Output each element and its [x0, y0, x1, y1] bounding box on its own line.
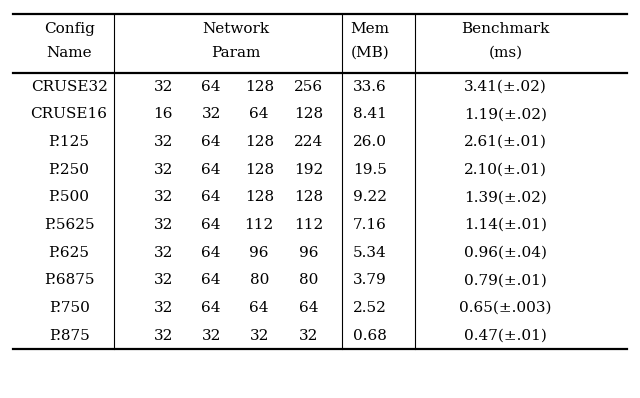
Text: 256: 256 [294, 80, 323, 94]
Text: 128: 128 [244, 80, 274, 94]
Text: 16: 16 [154, 107, 173, 121]
Text: 128: 128 [244, 135, 274, 149]
Text: P.250: P.250 [49, 163, 90, 177]
Text: (ms): (ms) [488, 46, 523, 60]
Text: 32: 32 [154, 163, 173, 177]
Text: 192: 192 [294, 163, 323, 177]
Text: P.6875: P.6875 [44, 273, 94, 287]
Text: 9.22: 9.22 [353, 190, 387, 204]
Text: 128: 128 [244, 163, 274, 177]
Text: 64: 64 [250, 107, 269, 121]
Text: Config: Config [44, 22, 95, 36]
Text: 96: 96 [250, 246, 269, 259]
Text: 80: 80 [299, 273, 318, 287]
Text: 64: 64 [202, 273, 221, 287]
Text: 32: 32 [154, 273, 173, 287]
Text: 128: 128 [294, 190, 323, 204]
Text: 32: 32 [202, 107, 221, 121]
Text: P.625: P.625 [49, 246, 90, 259]
Text: 0.79(±.01): 0.79(±.01) [464, 273, 547, 287]
Text: 32: 32 [154, 80, 173, 94]
Text: 7.16: 7.16 [353, 218, 387, 232]
Text: 64: 64 [202, 163, 221, 177]
Text: Mem: Mem [351, 22, 389, 36]
Text: P.5625: P.5625 [44, 218, 95, 232]
Text: 112: 112 [244, 218, 274, 232]
Text: 3.79: 3.79 [353, 273, 387, 287]
Text: 19.5: 19.5 [353, 163, 387, 177]
Text: Network: Network [202, 22, 269, 36]
Text: 32: 32 [154, 246, 173, 259]
Text: 1.14(±.01): 1.14(±.01) [464, 218, 547, 232]
Text: 112: 112 [294, 218, 323, 232]
Text: 64: 64 [250, 301, 269, 315]
Text: 224: 224 [294, 135, 323, 149]
Text: 64: 64 [202, 190, 221, 204]
Text: 26.0: 26.0 [353, 135, 387, 149]
Text: 1.39(±.02): 1.39(±.02) [464, 190, 547, 204]
Text: 0.65(±.003): 0.65(±.003) [460, 301, 552, 315]
Text: 33.6: 33.6 [353, 80, 387, 94]
Text: 32: 32 [250, 329, 269, 343]
Text: 128: 128 [244, 190, 274, 204]
Text: 0.47(±.01): 0.47(±.01) [464, 329, 547, 343]
Text: 32: 32 [154, 301, 173, 315]
Text: 64: 64 [202, 218, 221, 232]
Text: 64: 64 [299, 301, 318, 315]
Text: CRUSE16: CRUSE16 [31, 107, 108, 121]
Text: 32: 32 [154, 135, 173, 149]
Text: 96: 96 [299, 246, 318, 259]
Text: 1.19(±.02): 1.19(±.02) [464, 107, 547, 121]
Text: 0.68: 0.68 [353, 329, 387, 343]
Text: 2.52: 2.52 [353, 301, 387, 315]
Text: P.875: P.875 [49, 329, 90, 343]
Text: 64: 64 [202, 246, 221, 259]
Text: CRUSE32: CRUSE32 [31, 80, 108, 94]
Text: 64: 64 [202, 80, 221, 94]
Text: 0.96(±.04): 0.96(±.04) [464, 246, 547, 259]
Text: 128: 128 [294, 107, 323, 121]
Text: 32: 32 [154, 218, 173, 232]
Text: 3.41(±.02): 3.41(±.02) [464, 80, 547, 94]
Text: Benchmark: Benchmark [461, 22, 550, 36]
Text: P.500: P.500 [49, 190, 90, 204]
Text: 32: 32 [154, 190, 173, 204]
Text: 80: 80 [250, 273, 269, 287]
Text: 64: 64 [202, 135, 221, 149]
Text: 32: 32 [154, 329, 173, 343]
Text: 32: 32 [299, 329, 318, 343]
Text: 8.41: 8.41 [353, 107, 387, 121]
Text: Name: Name [46, 46, 92, 60]
Text: Param: Param [211, 46, 260, 60]
Text: (MB): (MB) [351, 46, 389, 60]
Text: P.125: P.125 [49, 135, 90, 149]
Text: P.750: P.750 [49, 301, 90, 315]
Text: 5.34: 5.34 [353, 246, 387, 259]
Text: 32: 32 [202, 329, 221, 343]
Text: 2.10(±.01): 2.10(±.01) [464, 163, 547, 177]
Text: 64: 64 [202, 301, 221, 315]
Text: 2.61(±.01): 2.61(±.01) [464, 135, 547, 149]
